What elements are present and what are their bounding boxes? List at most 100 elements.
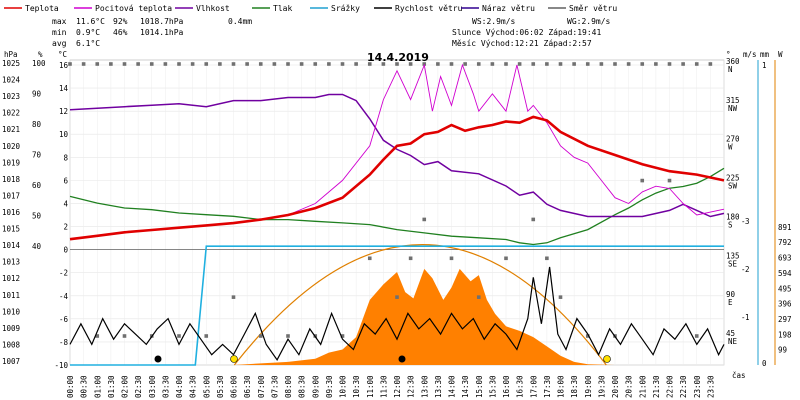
pressure-tick: 1014	[2, 241, 21, 250]
time-tick: 07:00	[257, 375, 266, 398]
stat-max-press: 1018.7hPa	[140, 17, 184, 26]
time-tick: 02:00	[121, 375, 130, 398]
time-tick: 19:30	[597, 375, 606, 398]
solar-tick: 396	[778, 300, 792, 309]
time-tick: 08:30	[298, 375, 307, 398]
wind-direction-point	[204, 62, 209, 66]
humidity-tick: 50	[32, 212, 42, 221]
pressure-line	[69, 167, 725, 246]
wind-direction-point	[136, 62, 140, 66]
solar-tick: 297	[778, 315, 792, 324]
time-tick: 17:30	[543, 375, 552, 398]
direction-tick: 45	[726, 329, 735, 338]
wind-direction-point	[585, 62, 590, 66]
wind-direction-point	[258, 334, 263, 338]
time-tick: 01:30	[107, 375, 116, 398]
humidity-tick: 100	[32, 59, 46, 68]
stat-wg: WG:2.9m/s	[567, 17, 611, 26]
pressure-tick: 1022	[2, 109, 20, 118]
sun-arc-line	[233, 244, 607, 366]
stat-max-temp: 11.6°C	[76, 17, 105, 26]
wind-direction-point	[231, 295, 236, 299]
sunset-icon	[603, 355, 611, 363]
pressure-tick: 1024	[2, 76, 21, 85]
time-tick: 20:00	[611, 375, 620, 398]
time-tick: 14:00	[448, 375, 457, 398]
direction-name: SW	[728, 182, 738, 191]
wind-direction-point	[572, 62, 576, 66]
wind-direction-point	[395, 295, 399, 299]
wind-direction-point	[504, 62, 508, 66]
wind-tick: 2	[745, 265, 750, 274]
unit-mm: mm	[760, 50, 770, 59]
direction-tick: 90	[726, 290, 736, 299]
temperature-axis: 16 14 12 10 8 6 4 2 0 -2 -4 -6 -8 -10	[54, 61, 68, 370]
unit-pct: %	[38, 50, 43, 59]
pressure-tick: 1016	[2, 208, 21, 217]
pressure-tick: 1021	[2, 125, 20, 134]
wind-direction-point	[340, 334, 345, 338]
stat-min-temp: 0.9°C	[76, 28, 100, 37]
legend-label-1: Pocitová teplota	[95, 4, 172, 13]
rain-line	[70, 245, 724, 366]
time-tick: 16:30	[516, 375, 525, 398]
temperature-tick: 12	[59, 107, 68, 116]
wind-direction-point	[681, 62, 685, 66]
direction-tick: 360	[726, 57, 740, 66]
wind-direction-point	[545, 256, 549, 261]
wind-direction-point	[708, 62, 713, 66]
stats-block: max min avg 11.6°C 0.9°C 6.1°C 92% 46% 1…	[52, 17, 611, 48]
wind-direction-point	[313, 62, 318, 66]
wind-tick-dash: -	[741, 313, 746, 322]
wind-direction-point	[640, 62, 645, 66]
unit-temp: °C	[58, 50, 67, 59]
pressure-tick: 1009	[2, 324, 20, 333]
temperature-tick: -10	[54, 361, 68, 370]
time-tick: 07:30	[270, 375, 279, 398]
solar-tick: 99	[778, 346, 787, 355]
temperature-tick: 14	[59, 84, 69, 93]
temperature-tick: 2	[63, 223, 68, 232]
pressure-tick: 1013	[2, 258, 20, 267]
time-tick: 21:30	[652, 375, 661, 398]
humidity-tick: 90	[32, 90, 42, 99]
wind-direction-point	[694, 62, 699, 66]
series-layer	[68, 62, 725, 366]
time-tick: 19:00	[584, 375, 593, 398]
wind-direction-point	[449, 256, 454, 261]
wind-direction-point	[545, 62, 549, 66]
wind-direction-point	[504, 256, 508, 261]
chart-title: 14.4.2019	[367, 51, 429, 64]
time-tick: 10:30	[352, 375, 361, 398]
wind-direction-point	[149, 62, 154, 66]
temperature-tick: -6	[59, 315, 69, 324]
wind-tick: 1	[745, 313, 750, 322]
unit-time: čas	[732, 371, 746, 380]
pressure-tick: 1008	[2, 340, 21, 349]
temperature-tick: -2	[59, 269, 68, 278]
wind-direction-point	[367, 62, 372, 66]
wind-direction-point	[531, 62, 536, 66]
wind-direction-point	[340, 62, 345, 66]
direction-name: NW	[728, 104, 738, 113]
solar-tick: 594	[778, 269, 792, 278]
temperature-tick: 16	[59, 61, 69, 70]
rain-tick: 1	[762, 61, 767, 70]
stat-sun: Slunce Východ:06:02 Západ:19:41	[452, 28, 601, 37]
direction-name: W	[728, 143, 733, 152]
time-tick: 03:30	[161, 375, 170, 398]
time-tick: 03:00	[148, 375, 157, 398]
wind-direction-point	[327, 62, 331, 66]
legend-label-3: Tlak	[273, 4, 292, 13]
solar-tick: 693	[778, 254, 792, 263]
time-tick: 20:30	[625, 375, 634, 398]
humidity-tick: 40	[32, 242, 42, 251]
wind-axis: 3-2-1-	[741, 217, 750, 322]
wind-direction-point	[367, 256, 372, 261]
sunrise-icon	[230, 355, 238, 363]
solar-tick: 891	[778, 223, 792, 232]
time-tick: 06:00	[230, 375, 239, 398]
wind-direction-point	[218, 62, 222, 66]
